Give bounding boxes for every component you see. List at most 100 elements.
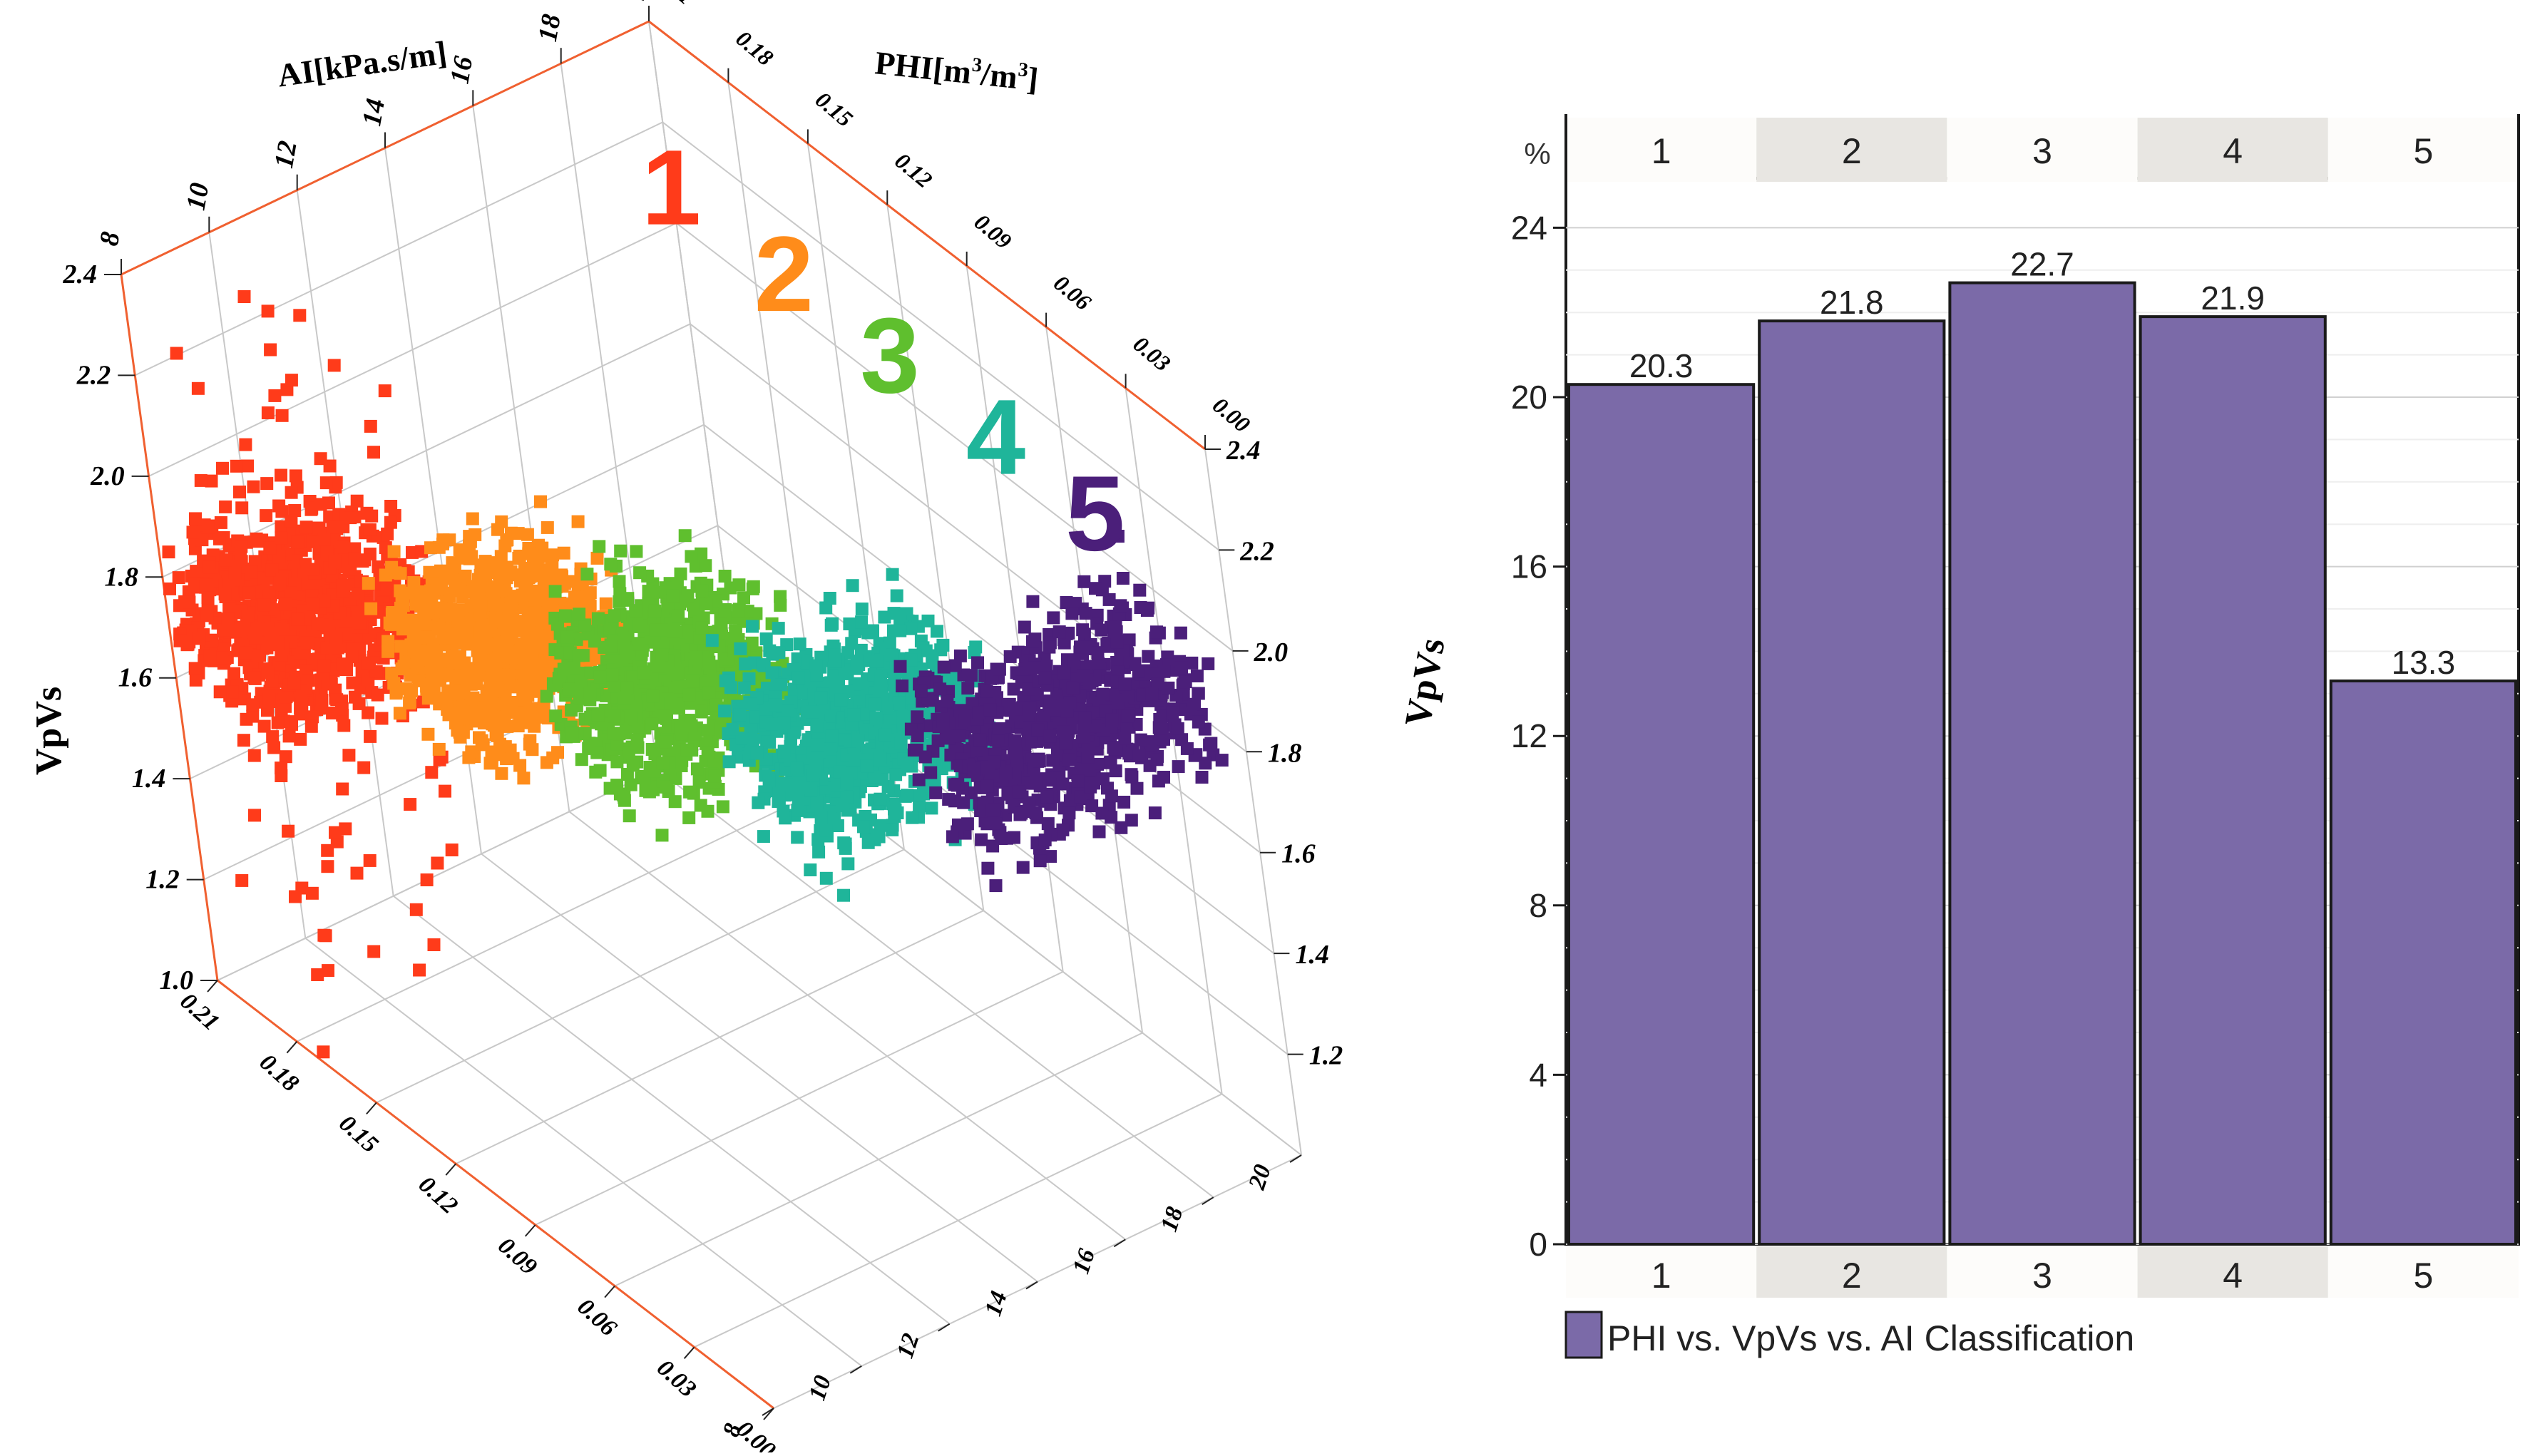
ai-tick-label: 16 (445, 54, 479, 86)
scatter-point (327, 359, 341, 372)
scatter-point (354, 616, 367, 630)
scatter-point (491, 729, 504, 742)
scatter-point (272, 658, 286, 672)
floor-grid-line (481, 853, 1038, 1283)
scatter-point (364, 419, 377, 433)
scatter-point (674, 722, 687, 735)
scatter-point (757, 830, 770, 844)
scatter-point (624, 778, 637, 791)
scatter-point (1143, 759, 1157, 772)
scatter-point (202, 560, 215, 574)
phi-tick-label: 0.09 (970, 209, 1017, 255)
floor-grid-line (568, 811, 1126, 1241)
scatter-point (319, 476, 333, 490)
scatter-point (975, 833, 988, 846)
scatter-point (461, 675, 474, 688)
scatter-point (1154, 722, 1168, 735)
scatter-point (458, 656, 471, 670)
scatter-point (620, 681, 634, 694)
scatter-point (583, 687, 597, 699)
scatter-point (1053, 715, 1065, 729)
scatter-point (295, 698, 309, 711)
scatter-point (880, 702, 893, 715)
scatter-point (667, 667, 680, 680)
scatter-point (629, 700, 642, 713)
scatter-point (649, 623, 662, 637)
scatter-point (695, 584, 709, 598)
scatter-point (227, 667, 240, 680)
scatter-point (747, 580, 760, 593)
scatter-point (317, 533, 331, 546)
scatter-point (1044, 850, 1057, 863)
vpvs-tick-label: 2.2 (76, 360, 111, 390)
scatter-point (904, 622, 918, 635)
header-cell (2327, 118, 2519, 182)
scatter-point (486, 665, 499, 679)
scatter-point (981, 761, 995, 774)
scatter-point (409, 903, 423, 916)
scatter-point (819, 871, 833, 885)
scatter-point (921, 614, 935, 627)
scatter-point (1115, 821, 1128, 834)
scatter-point (533, 657, 547, 671)
scatter-point (272, 499, 286, 513)
scatter-point (246, 709, 260, 723)
scatter-point (1190, 670, 1204, 682)
scatter-point (268, 389, 282, 402)
scatter-point (495, 767, 508, 780)
scatter-point (724, 581, 737, 595)
scatter-point (321, 677, 334, 689)
scatter-point (823, 592, 836, 605)
scatter-point (498, 539, 512, 553)
scatter-point (834, 693, 848, 707)
scatter-point (488, 598, 501, 612)
scatter-point (637, 666, 650, 680)
scatter-point (260, 477, 274, 491)
phi-bottom-tick-mark (763, 1408, 774, 1420)
scatter-point (626, 671, 640, 684)
scatter-point (1077, 721, 1090, 734)
scatter-point (629, 604, 642, 617)
scatter-point (443, 669, 456, 682)
scatter-point (515, 679, 528, 692)
scatter-point (466, 512, 479, 526)
scatter-point (326, 707, 339, 719)
scatter-point (247, 749, 261, 762)
scatter-point (459, 569, 472, 583)
scatter-point (475, 734, 488, 747)
scatter-point (667, 625, 680, 638)
scatter-point (973, 733, 987, 747)
ai-tick-label: 12 (269, 138, 303, 170)
scatter-point (851, 734, 865, 747)
scatter-point (999, 767, 1013, 780)
scatter-point (980, 685, 993, 698)
scatter-point (855, 615, 869, 629)
scatter-point (339, 822, 352, 836)
scatter-point (575, 753, 588, 767)
scatter-point (990, 662, 1003, 676)
scatter-point (275, 468, 287, 482)
scatter-point (451, 687, 464, 701)
scatter-point (275, 531, 288, 545)
scatter-point (682, 688, 696, 702)
scatter-point (695, 621, 709, 635)
scatter-point (685, 550, 698, 563)
category-header-top: 1 2 3 4 5 (1564, 114, 2520, 182)
scatter-point (715, 617, 728, 630)
scatter-point (739, 657, 752, 671)
scatter-point (1056, 823, 1070, 836)
x-category-label: 5 (2413, 1256, 2433, 1296)
scatter-point (425, 590, 439, 604)
scatter-point (522, 542, 536, 555)
scatter-point (690, 652, 703, 665)
scatter-point (1175, 661, 1188, 675)
scatter-point (1060, 596, 1073, 609)
scatter-point (1134, 733, 1147, 747)
vpvs-tick-label: 1.6 (118, 663, 153, 693)
cluster-5-points (893, 530, 1229, 893)
phi-tick-label: 0.18 (731, 25, 778, 71)
scatter-point (1122, 747, 1136, 760)
scatter-point (188, 662, 202, 675)
scatter-point (1110, 656, 1124, 669)
